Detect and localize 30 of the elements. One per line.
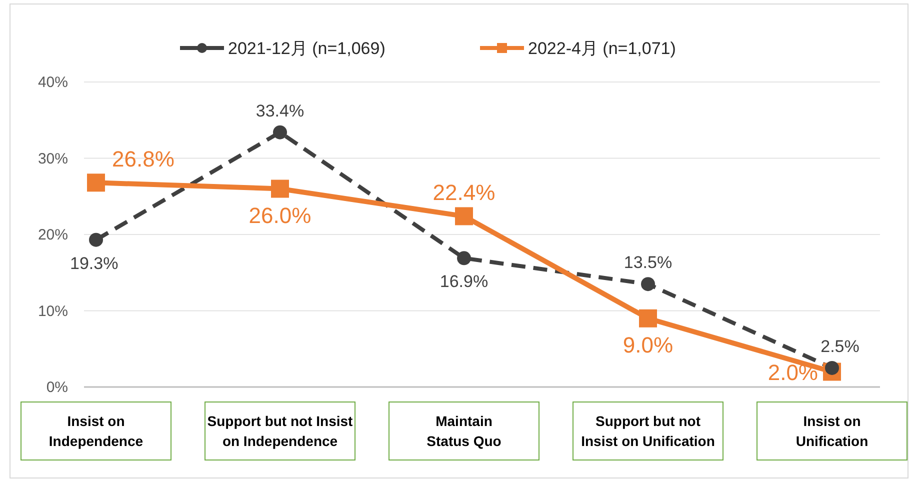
y-tick-label: 20% [38,226,68,244]
y-tick-label: 30% [38,150,68,168]
x-tick-label: Support but not Insist on Unification [581,413,715,449]
point [87,174,105,192]
data-label: 9.0% [622,332,674,358]
data-label: 26.8% [112,146,174,172]
y-tick-label: 10% [38,302,68,320]
data-label: 22.4% [432,180,496,206]
y-tick-label: 0% [46,379,68,396]
legend-label: 2022-4月 (n=1,071) [528,39,676,58]
x-tick-label: Maintain Status Quo [426,413,502,449]
point [89,232,103,247]
data-label: 26.0% [248,202,312,228]
data-label: 16.9% [440,272,488,292]
point [639,309,657,328]
point [641,277,655,292]
data-label: 13.5% [624,253,672,272]
y-tick-label: 40% [38,74,68,91]
point [271,180,289,198]
legend-label: 2021-12月 (n=1,069) [228,39,386,58]
data-label: 33.4% [256,101,304,120]
point [457,251,471,266]
data-label: 2.0% [768,360,818,385]
data-label: 19.3% [70,254,118,273]
point [273,125,287,140]
x-tick-label: Insist on Independence [48,413,144,449]
data-label: 2.5% [820,336,860,356]
x-tick-label: Support but not Insist on Independence [207,413,354,449]
x-tick-label: Insist on Unification [796,413,868,449]
point [455,207,473,226]
